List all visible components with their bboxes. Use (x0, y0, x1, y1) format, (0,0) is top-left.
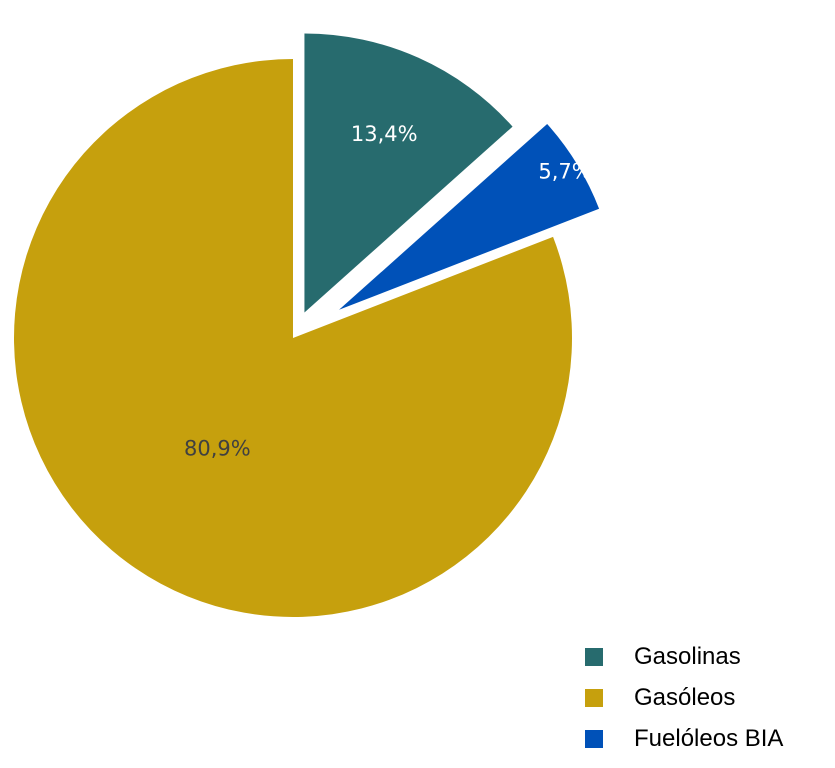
legend-swatch-gasolinas (585, 648, 603, 666)
legend-swatch-gasoleos (585, 689, 603, 707)
slice-gasolinas (304, 33, 513, 313)
legend-item-fueloleos-bia: Fuelóleos BIA (585, 723, 835, 764)
slice-label-fueloleos-bia: 5,7% (538, 159, 591, 183)
legend-label-fueloleos-bia: Fuelóleos BIA (634, 725, 784, 752)
slice-fueloleos-bia (339, 123, 600, 310)
legend-swatch-fueloleos-bia (585, 730, 603, 748)
pie-chart-svg: 13,4% 5,7% 80,9% (14, 33, 600, 617)
slice-gasoleos (14, 59, 573, 617)
legend: Gasolinas Gasóleos Fuelóleos BIA (585, 641, 835, 764)
slice-label-gasolinas: 13,4% (351, 122, 418, 146)
legend-item-gasolinas: Gasolinas (585, 641, 835, 682)
legend-label-gasoleos: Gasóleos (634, 684, 736, 711)
slice-label-gasoleos: 80,9% (184, 437, 251, 461)
legend-item-gasoleos: Gasóleos (585, 682, 835, 723)
legend-label-gasolinas: Gasolinas (634, 643, 741, 670)
